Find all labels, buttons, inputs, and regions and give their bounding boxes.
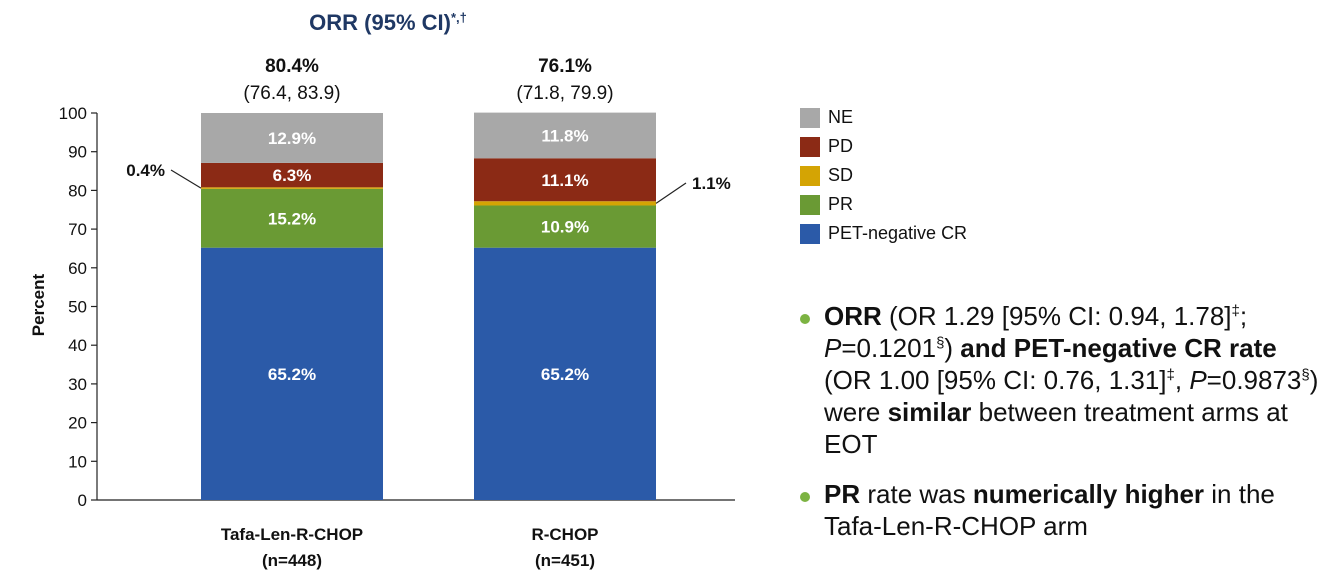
data-label: 1.1% bbox=[692, 174, 731, 193]
bullet-item: ORR (OR 1.29 [95% CI: 0.94, 1.78]‡; P=0.… bbox=[800, 300, 1330, 460]
data-label: 65.2% bbox=[268, 365, 316, 384]
bullet-text: ORR (OR 1.29 [95% CI: 0.94, 1.78]‡; P=0.… bbox=[824, 301, 1319, 459]
bullet-dot-icon bbox=[800, 314, 810, 324]
legend-label: SD bbox=[828, 165, 854, 185]
legend-item: PD bbox=[800, 132, 967, 161]
bullet-text: PR rate was numerically higher in the Ta… bbox=[824, 479, 1275, 541]
data-label: 0.4% bbox=[126, 161, 165, 180]
legend-item: SD bbox=[800, 161, 967, 190]
bar-segment bbox=[474, 205, 656, 248]
bar-segment bbox=[474, 112, 656, 159]
bar-segment bbox=[474, 201, 656, 206]
legend-label: PR bbox=[828, 194, 854, 214]
chart-annotations: 0.4% 80.4% (76.4, 83.9) 1.1% 76.1% (71.8, 79.… bbox=[126, 56, 731, 204]
data-label: 65.2% bbox=[541, 365, 589, 384]
bar-segment bbox=[201, 188, 383, 248]
legend-swatch bbox=[800, 136, 820, 157]
bar-segment bbox=[201, 187, 383, 189]
orr-ci: (71.8, 79.9) bbox=[516, 83, 613, 104]
y-axis-label: Percent bbox=[29, 273, 48, 336]
data-label: 6.3% bbox=[273, 166, 312, 185]
chart-bars: 65.2% 15.2% 6.3% 12.9% 65.2% 10.9% 11.1% 11.8% bbox=[201, 112, 656, 500]
legend-swatch bbox=[800, 223, 820, 244]
legend-item: PR bbox=[800, 190, 967, 219]
y-tick-label: 50 bbox=[68, 298, 87, 317]
y-tick-label: 0 bbox=[78, 491, 87, 510]
bar-segment bbox=[201, 113, 383, 163]
x-category-label: Tafa-Len-R-CHOP bbox=[221, 525, 363, 544]
x-category-label: R-CHOP bbox=[531, 525, 598, 544]
legend-label: NE bbox=[828, 107, 854, 127]
data-label: 15.2% bbox=[268, 209, 316, 228]
legend-swatch bbox=[800, 165, 820, 186]
y-tick-label: 10 bbox=[68, 452, 87, 471]
chart-axes: 0 10 20 30 40 50 60 70 80 90 100 Tafa-Len-R-CHOP (n=… bbox=[59, 104, 735, 570]
orr-value: 80.4% bbox=[265, 56, 319, 77]
orr-value: 76.1% bbox=[538, 56, 592, 77]
legend-label: PET-negative CR bbox=[828, 223, 968, 243]
orr-ci: (76.4, 83.9) bbox=[243, 83, 340, 104]
bullet-dot-icon bbox=[800, 492, 810, 502]
legend-item: NE bbox=[800, 103, 967, 132]
data-label: 12.9% bbox=[268, 129, 316, 148]
chart-title: ORR (95% CI)*,† bbox=[309, 10, 467, 35]
legend-item: PET-negative CR bbox=[800, 219, 967, 248]
leader-line bbox=[170, 169, 202, 189]
x-category-n: (n=451) bbox=[535, 551, 595, 570]
legend-label: PD bbox=[828, 136, 854, 156]
leader-line bbox=[655, 182, 687, 204]
y-tick-label: 90 bbox=[68, 143, 87, 162]
y-tick-label: 20 bbox=[68, 414, 87, 433]
legend-swatch bbox=[800, 107, 820, 128]
y-tick-label: 70 bbox=[68, 220, 87, 239]
chart-legend: NE PD SD PR PET-negative CR bbox=[800, 103, 967, 248]
stacked-bar-chart: ORR (95% CI)*,† Percent 0 10 20 30 40 50 60 70 8… bbox=[29, 10, 735, 570]
y-tick-label: 40 bbox=[68, 336, 87, 355]
chart-title-footnote: *,† bbox=[451, 10, 467, 25]
bar-segment bbox=[474, 247, 656, 500]
y-tick-label: 100 bbox=[59, 104, 87, 123]
data-label: 11.1% bbox=[541, 171, 588, 190]
chart-title-text: ORR (95% CI) bbox=[309, 10, 451, 35]
y-tick-label: 30 bbox=[68, 375, 87, 394]
data-label: 11.8% bbox=[541, 126, 588, 145]
summary-bullets: ORR (OR 1.29 [95% CI: 0.94, 1.78]‡; P=0.… bbox=[800, 300, 1330, 560]
data-label: 10.9% bbox=[541, 218, 589, 237]
x-category-n: (n=448) bbox=[262, 551, 322, 570]
bullet-item: PR rate was numerically higher in the Ta… bbox=[800, 478, 1330, 542]
bar-segment bbox=[474, 158, 656, 202]
legend-swatch bbox=[800, 194, 820, 215]
y-tick-label: 60 bbox=[68, 259, 87, 278]
y-tick-label: 80 bbox=[68, 181, 87, 200]
bar-segment bbox=[201, 247, 383, 500]
bar-segment bbox=[201, 162, 383, 188]
